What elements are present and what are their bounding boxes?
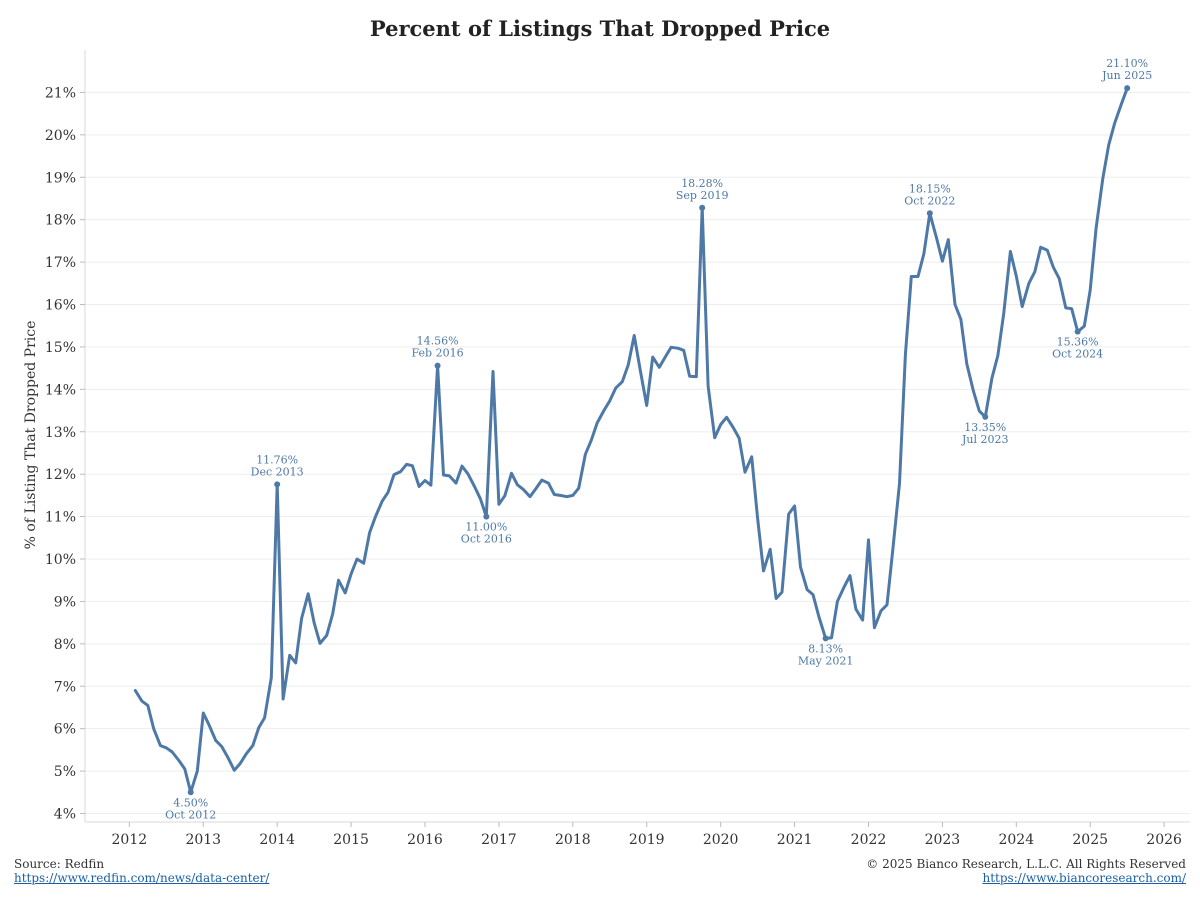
x-tick-label: 2013 [185, 832, 221, 848]
annotation-point [483, 513, 490, 520]
y-tick-label: 6% [54, 722, 76, 738]
x-tick-label: 2025 [1072, 832, 1108, 848]
source-block: Source: Redfin https://www.redfin.com/ne… [14, 857, 269, 885]
annotation-date: Jun 2025 [1101, 69, 1152, 82]
series-line-layer [133, 86, 1129, 794]
annotation-point [1124, 85, 1131, 92]
y-tick-label: 10% [45, 552, 76, 568]
y-tick-label: 17% [45, 255, 76, 271]
annotation-value: 8.13% [808, 642, 843, 655]
annotation-value: 11.00% [465, 521, 507, 534]
gridlines [85, 91, 1190, 815]
annotations: 4.50%Oct 2012 11.76%Dec 2013 14.56%Feb 201… [165, 57, 1152, 821]
x-tick-label: 2022 [851, 832, 887, 848]
x-tick-label: 2017 [481, 832, 517, 848]
annotation-value: 14.56% [417, 335, 459, 348]
x-tick-label: 2020 [703, 832, 739, 848]
x-tick-label: 2018 [555, 832, 591, 848]
x-tick-label: 2014 [259, 832, 295, 848]
x-tick-label: 2015 [333, 832, 369, 848]
y-tick-label: 14% [45, 382, 76, 398]
annotation-point [822, 635, 829, 642]
annotation-value: 4.50% [173, 796, 208, 809]
x-tick-label: 2016 [407, 832, 443, 848]
annotation-date: Oct 2024 [1052, 348, 1103, 361]
x-tick-label: 2026 [1146, 832, 1182, 848]
annotation-date: Oct 2016 [461, 533, 512, 546]
chart-title: Percent of Listings That Dropped Price [369, 16, 831, 41]
annotation-point [274, 481, 281, 488]
annotation-point [982, 413, 989, 420]
annotation-date: Oct 2022 [904, 194, 955, 207]
annotation-value: 18.15% [909, 182, 951, 195]
y-tick-label: 8% [54, 637, 76, 653]
annotation-point [1074, 328, 1081, 335]
series-line [133, 86, 1129, 794]
y-tick-label: 9% [54, 594, 76, 610]
y-tick-label: 4% [54, 807, 76, 823]
x-tick-label: 2024 [998, 832, 1034, 848]
copyright-text: © 2025 Bianco Research, L.L.C. All Right… [866, 857, 1186, 871]
annotation-point [187, 789, 194, 796]
annotation-date: Oct 2012 [165, 808, 216, 821]
x-tick-label: 2023 [925, 832, 961, 848]
annotation-value: 11.76% [256, 453, 298, 466]
annotation-date: Dec 2013 [251, 465, 304, 478]
annotation-date: Feb 2016 [412, 347, 464, 360]
annotation-date: Sep 2019 [676, 189, 729, 202]
source-label: Source: Redfin [14, 857, 105, 871]
annotation-date: Jul 2023 [961, 433, 1009, 446]
y-tick-label: 16% [45, 298, 76, 314]
annotation-point [699, 204, 706, 211]
annotation-point [434, 362, 441, 369]
y-axis-label: % of Listing That Dropped Price [23, 321, 39, 550]
y-tick-label: 5% [54, 764, 76, 780]
annotation-value: 15.36% [1057, 336, 1099, 349]
copyright-block: © 2025 Bianco Research, L.L.C. All Right… [866, 857, 1186, 885]
annotation-date: May 2021 [798, 654, 854, 667]
y-tick-label: 18% [45, 213, 76, 229]
y-tick-label: 11% [45, 510, 76, 526]
x-tick-label: 2021 [777, 832, 813, 848]
y-tick-label: 21% [45, 85, 76, 101]
x-tick-label: 2019 [629, 832, 665, 848]
axes: 4% 5% 6% 7% 8% 9% 10% 11% 12% 13% 14% 15% 16% 17% 18% 1… [45, 50, 1190, 848]
y-tick-label: 7% [54, 679, 76, 695]
y-tick-label: 15% [45, 340, 76, 356]
y-tick-label: 20% [45, 128, 76, 144]
y-tick-label: 13% [45, 425, 76, 441]
annotation-point [926, 210, 933, 217]
y-tick-label: 19% [45, 170, 76, 186]
x-tick-label: 2012 [112, 832, 148, 848]
annotation-value: 21.10% [1106, 57, 1148, 70]
y-tick-label: 12% [45, 467, 76, 483]
source-link[interactable]: https://www.redfin.com/news/data-center/ [14, 871, 270, 885]
annotation-value: 18.28% [681, 177, 723, 190]
website-link[interactable]: https://www.biancoresearch.com/ [982, 871, 1186, 885]
annotation-value: 13.35% [964, 421, 1006, 434]
